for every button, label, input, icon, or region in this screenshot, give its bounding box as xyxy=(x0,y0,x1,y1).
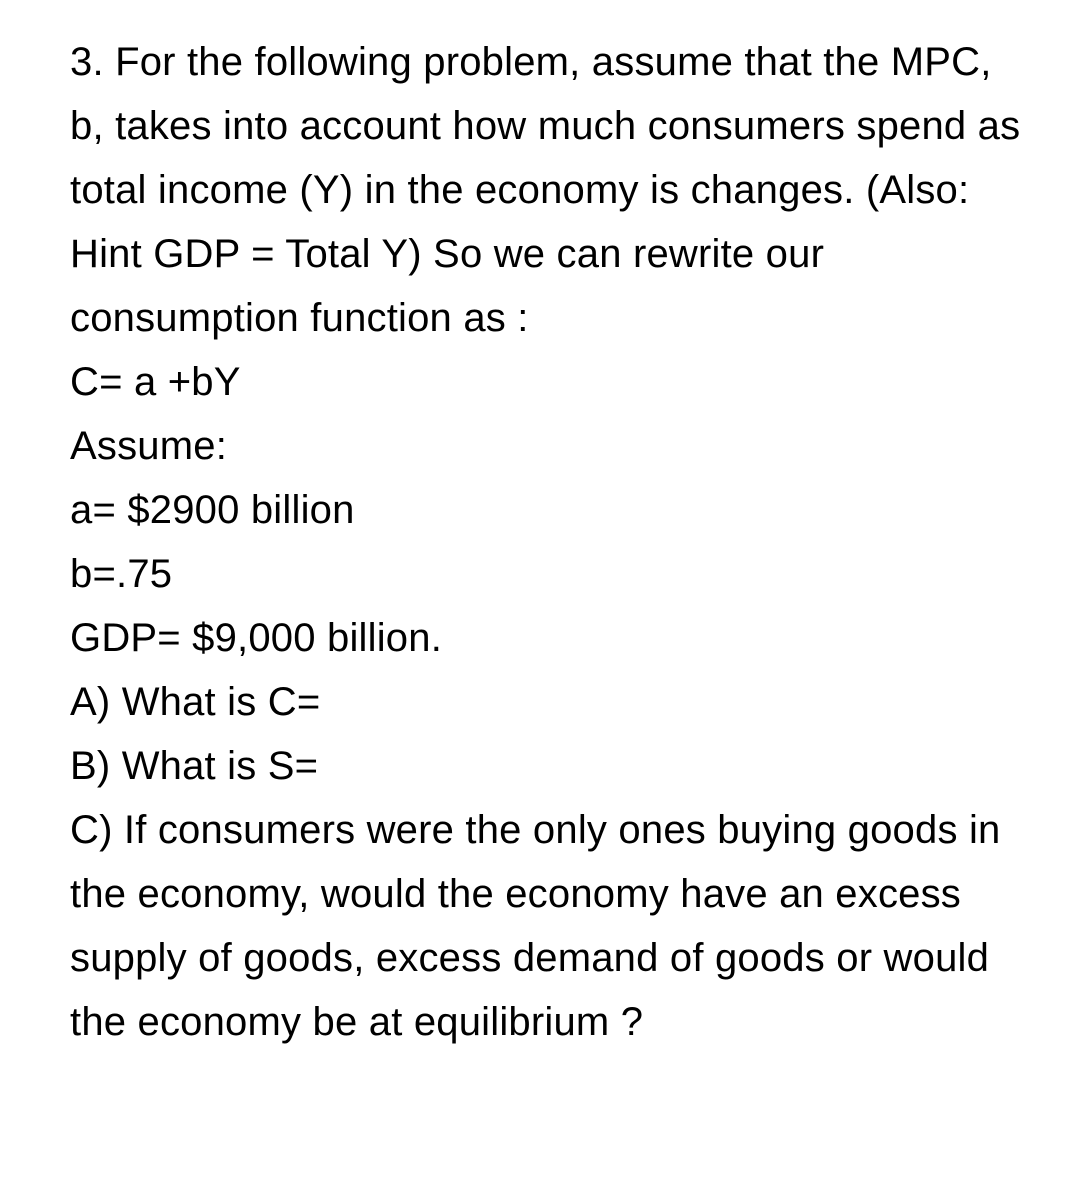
problem-page: 3. For the following problem, assume tha… xyxy=(0,0,1076,1188)
param-a: a= $2900 billion xyxy=(70,478,1026,542)
problem-intro: 3. For the following problem, assume tha… xyxy=(70,30,1026,350)
assume-label: Assume: xyxy=(70,414,1026,478)
question-c: C) If consumers were the only ones buyin… xyxy=(70,798,1026,1054)
question-b: B) What is S= xyxy=(70,734,1026,798)
question-a: A) What is C= xyxy=(70,670,1026,734)
param-gdp: GDP= $9,000 billion. xyxy=(70,606,1026,670)
param-b: b=.75 xyxy=(70,542,1026,606)
consumption-function: C= a +bY xyxy=(70,350,1026,414)
